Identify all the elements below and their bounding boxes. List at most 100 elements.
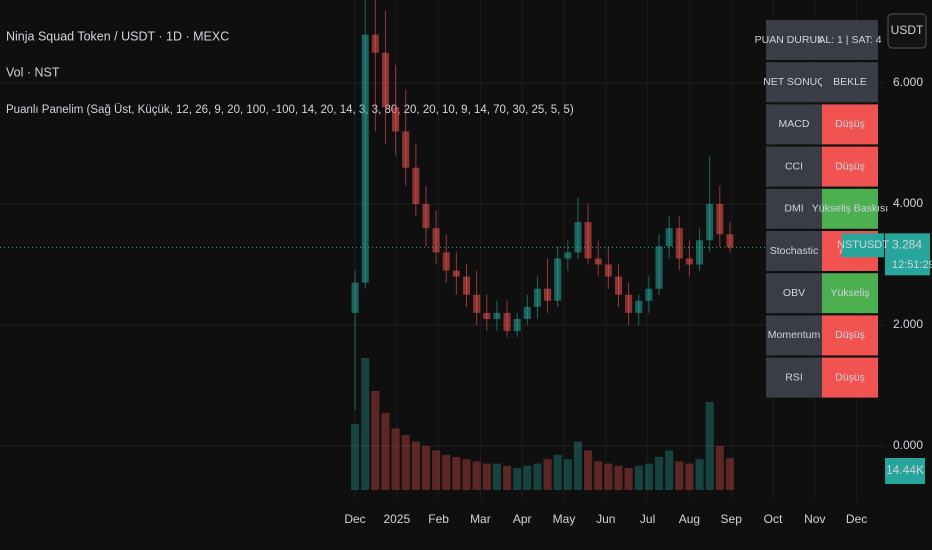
volume-bar bbox=[411, 441, 420, 490]
volume-bar bbox=[614, 465, 623, 490]
panel-label-cell bbox=[766, 273, 822, 314]
volume-bar bbox=[705, 402, 714, 490]
currency-button[interactable] bbox=[887, 13, 927, 49]
indicator-label: Puanlı Panelim (Sağ Üst, Küçük, 12, 26, … bbox=[6, 104, 574, 116]
volume-bar bbox=[513, 468, 522, 490]
panel-value-cell bbox=[822, 62, 878, 103]
candle-body bbox=[402, 131, 410, 168]
candle-body bbox=[564, 252, 572, 259]
candle-body bbox=[422, 204, 430, 229]
panel-label-cell bbox=[766, 20, 822, 60]
x-tick-label: Mar bbox=[470, 512, 491, 526]
panel-value: Yükseliş Baskısı bbox=[812, 203, 888, 215]
candle-body bbox=[381, 52, 390, 108]
x-tick-label: Feb bbox=[428, 512, 449, 526]
y-tick-label: 2.000 bbox=[893, 317, 923, 331]
panel-label: NET SONUÇ bbox=[763, 76, 825, 88]
panel-label-cell bbox=[766, 357, 822, 398]
currency[interactable]: USDT bbox=[891, 23, 924, 37]
panel-label-cell bbox=[766, 315, 822, 356]
panel-label-cell bbox=[766, 62, 822, 103]
candle-body bbox=[513, 318, 521, 332]
x-tick-label: Jun bbox=[596, 512, 615, 526]
candle-body bbox=[716, 204, 724, 235]
y-tick-label: 4.000 bbox=[893, 196, 923, 210]
candle-body bbox=[442, 252, 450, 271]
panel-label: DMI bbox=[784, 203, 803, 215]
volume-bar bbox=[715, 446, 724, 490]
volume-bar bbox=[442, 454, 451, 490]
volume-bar bbox=[391, 428, 400, 490]
panel-value-cell bbox=[822, 357, 878, 398]
x-tick-label: Aug bbox=[679, 512, 700, 526]
y-tick-label: 0.000 bbox=[893, 438, 923, 452]
candle-body bbox=[392, 107, 400, 132]
panel-value-cell bbox=[822, 273, 878, 314]
volume-bar bbox=[381, 413, 390, 490]
volume-bar bbox=[462, 459, 471, 490]
candle-body bbox=[432, 228, 440, 253]
volume-bar bbox=[604, 463, 613, 490]
volume-bar bbox=[421, 446, 431, 490]
panel-label-cell bbox=[766, 146, 822, 187]
volume-bar bbox=[361, 358, 370, 490]
candle-body bbox=[655, 246, 663, 289]
candle-body bbox=[351, 282, 359, 313]
volume-bar bbox=[371, 391, 380, 490]
panel-label: OBV bbox=[783, 287, 805, 299]
candle-body bbox=[594, 258, 602, 265]
candle-body bbox=[544, 288, 552, 301]
candle-body bbox=[584, 222, 592, 259]
volume-bar bbox=[472, 461, 481, 490]
volume-bar bbox=[644, 463, 653, 490]
panel-value: Düşüş bbox=[835, 160, 865, 172]
volume-bar bbox=[452, 457, 461, 490]
x-tick-label: Nov bbox=[804, 512, 825, 526]
x-tick-label: May bbox=[553, 512, 576, 526]
panel-label: MACD bbox=[779, 118, 810, 130]
volume-bar bbox=[432, 450, 441, 490]
panel-value-cell bbox=[822, 20, 878, 60]
candle-body bbox=[523, 306, 531, 319]
candle-body bbox=[675, 228, 683, 259]
panel-value: Düşüş bbox=[835, 118, 865, 130]
volume-bar bbox=[584, 450, 593, 490]
volume-bar bbox=[502, 465, 512, 490]
candle-body bbox=[706, 204, 714, 241]
candle-body bbox=[554, 258, 562, 301]
volume-bar bbox=[665, 450, 674, 490]
candle-body bbox=[371, 34, 379, 53]
candle-body bbox=[726, 234, 734, 248]
volume-bar bbox=[563, 459, 572, 490]
volume-bar bbox=[594, 461, 603, 490]
tag-box bbox=[842, 233, 884, 258]
panel-label: Momentum bbox=[768, 329, 821, 341]
volume-bar bbox=[654, 457, 664, 490]
candle-body bbox=[452, 270, 460, 277]
x-tick-label: 2025 bbox=[383, 512, 410, 526]
panel-value-cell bbox=[822, 188, 878, 229]
candle-body bbox=[462, 276, 471, 295]
candle-body bbox=[635, 300, 643, 313]
candle-body bbox=[533, 288, 541, 307]
volume-last: 14.44K bbox=[886, 463, 924, 477]
volume-bar bbox=[685, 463, 694, 490]
candle-body bbox=[412, 167, 420, 204]
x-tick-label: Oct bbox=[764, 512, 783, 526]
panel-value-cell bbox=[822, 315, 878, 356]
panel-label: CCI bbox=[785, 160, 803, 172]
panel-label-cell bbox=[766, 231, 822, 271]
panel-label: RSI bbox=[785, 371, 803, 383]
tag: NSTUSDT bbox=[837, 239, 889, 251]
candle-body bbox=[614, 276, 623, 295]
volume-bar bbox=[725, 458, 734, 490]
price-box bbox=[885, 233, 930, 276]
volume-bar bbox=[351, 424, 360, 490]
candle-body bbox=[483, 312, 491, 319]
candle-body bbox=[604, 264, 612, 277]
symbol: Ninja Squad Token / USDT · 1D · MEXC bbox=[6, 29, 229, 43]
x-tick-label: Dec bbox=[846, 512, 867, 526]
candle-body bbox=[665, 228, 673, 247]
x-tick-label: Sep bbox=[721, 512, 743, 526]
